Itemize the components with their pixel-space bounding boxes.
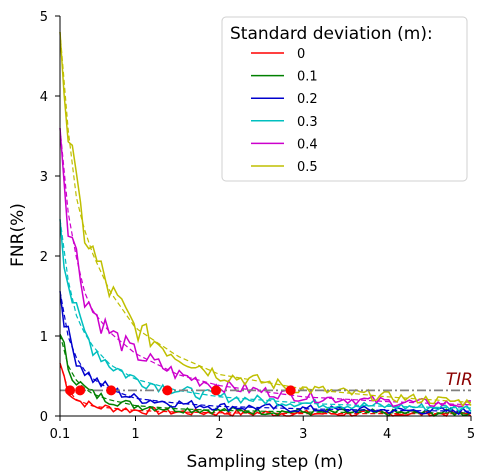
series-line-1 [59,334,472,417]
series-fit-3 [59,219,472,409]
legend: Standard deviation (m): 0 0.1 0.2 0.3 0.4 0.5 [221,16,468,182]
x-tick-label-4: 4 [383,427,391,442]
intersection-points [65,385,296,396]
intersection-point-1 [75,385,86,396]
x-tick-label-3: 3 [299,427,307,442]
series-line-4 [59,127,472,408]
series-fit-4 [59,127,472,406]
intersection-point-3 [162,385,173,396]
threshold-label: TIR [446,370,473,390]
y-tick-label-1: 1 [40,330,48,345]
series-line-5 [59,31,472,407]
series-fit-1 [59,334,471,414]
x-tick-label-1: 1 [131,427,139,442]
x-tick-label-5: 5 [467,427,475,442]
intersection-point-4 [211,385,222,396]
intersection-point-5 [285,385,296,396]
series-line-2 [59,291,472,416]
axes: 0.1 1 2 3 4 5 0 1 2 3 4 5 [40,10,475,442]
y-tick-label-5: 5 [40,10,48,25]
y-tick-label-3: 3 [40,170,48,185]
y-axis-title: FNR(%) [8,203,28,267]
y-tick-label-4: 4 [40,90,48,105]
legend-label-3: 0.3 [297,115,318,130]
legend-label-5: 0.5 [297,160,318,175]
legend-label-2: 0.2 [297,92,318,107]
series-fit-2 [59,291,471,412]
x-axis-title: Sampling step (m) [187,452,344,472]
legend-label-0: 0 [297,47,305,62]
y-tick-label-0: 0 [40,410,48,425]
intersection-point-0 [65,385,76,396]
intersection-point-2 [106,385,117,396]
series-lines [59,31,472,417]
legend-label-4: 0.4 [297,137,318,152]
x-tick-label-0: 0.1 [50,427,71,442]
legend-title: Standard deviation (m): [230,24,433,44]
legend-box [221,16,468,182]
series-fit-0 [59,363,471,415]
series-fit-5 [59,31,472,403]
legend-label-1: 0.1 [297,70,318,85]
x-tick-label-2: 2 [215,427,223,442]
y-tick-label-2: 2 [40,250,48,265]
